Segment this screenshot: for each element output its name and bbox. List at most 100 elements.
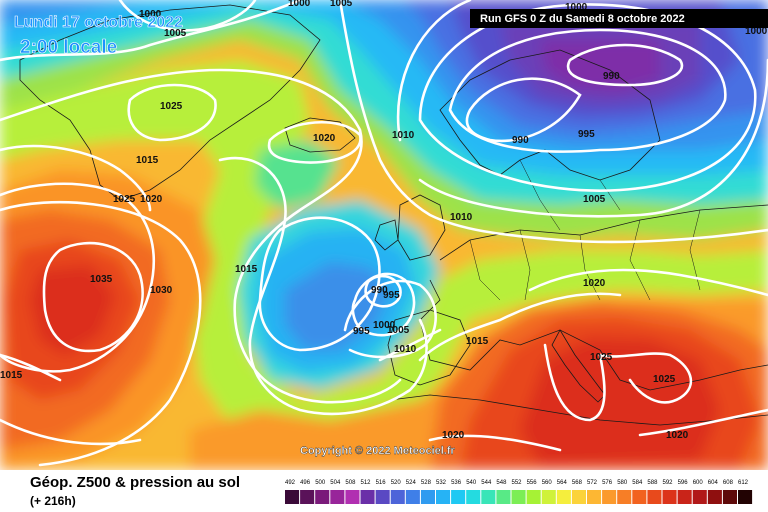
scale-label: 544 [481, 480, 492, 486]
isobar-label: 1025 [113, 194, 136, 205]
isobar-1025-greenland [127, 83, 217, 142]
isobar-label: 1010 [392, 130, 415, 141]
scale-label: 560 [542, 480, 553, 486]
isobar-label: 1000 [288, 0, 311, 9]
scale-swatch [556, 490, 571, 504]
run-header: Run GFS 0 Z du Samedi 8 octobre 2022 [470, 9, 768, 28]
scale-label: 508 [345, 480, 356, 486]
italy-coast [551, 329, 606, 403]
scale-swatch [496, 490, 511, 504]
isobar-label: 1025 [590, 352, 613, 363]
isobar-label: 1015 [466, 336, 489, 347]
isobar-label: 1025 [653, 374, 676, 385]
isobars [0, 0, 768, 465]
isobar-label: 1000 [373, 320, 396, 331]
scale-label: 536 [451, 480, 462, 486]
scale-swatch [345, 490, 360, 504]
isobar-1020-greenland-tail [0, 144, 152, 212]
isobar-1005-trough [258, 216, 381, 352]
isobar-label: 1020 [583, 278, 606, 289]
scale-label: 528 [421, 480, 432, 486]
isobar-label: 1015 [136, 155, 159, 166]
run-title: Run GFS 0 Z du Samedi 8 octobre 2022 [480, 13, 685, 25]
scale-label: 568 [572, 480, 583, 486]
scale-swatch [571, 490, 586, 504]
isobar-label: 1000 [565, 2, 588, 13]
isobar-1005-atlantic [0, 0, 302, 62]
isobar-1000-iberia [351, 272, 416, 337]
scale-label: 548 [496, 480, 507, 486]
color-scale: 492 496 500 504 508 512 516 520 524 528 532 536 540 5… [285, 480, 753, 504]
isobar-1025-med-west [543, 343, 606, 422]
isobar-label: 1030 [150, 285, 173, 296]
scale-swatch [526, 490, 541, 504]
isobar-1010-trough [218, 156, 428, 416]
isobar-1020-south [428, 408, 768, 452]
scale-swatch [420, 490, 435, 504]
isobar-1015-mid [0, 68, 402, 404]
isobar-1020-iceland [267, 120, 362, 164]
scale-swatch [451, 490, 466, 504]
scale-swatch [587, 490, 602, 504]
isobar-label: 1005 [583, 194, 606, 205]
scale-swatch [315, 490, 330, 504]
isobar-1015-europe [418, 292, 622, 362]
iceland-coast [284, 117, 356, 153]
scale-label: 540 [466, 480, 477, 486]
scale-label: 500 [315, 480, 326, 486]
isobar-1010-iberia [378, 328, 442, 362]
scale-swatch [511, 490, 526, 504]
isobar-label: 1005 [387, 325, 410, 336]
scale-swatch [285, 490, 300, 504]
isobar-label: 1015 [235, 264, 258, 275]
scale-swatch [692, 490, 707, 504]
scale-label: 492 [285, 480, 296, 486]
british-isles [374, 194, 446, 261]
scale-swatch [405, 490, 420, 504]
scale-label: 584 [632, 480, 643, 486]
isobar-995-north [448, 28, 727, 153]
isobar-1035-high [42, 241, 144, 353]
africa-coast [389, 394, 768, 426]
isobar-label: 1035 [90, 274, 113, 285]
isobar-label: 1020 [666, 430, 689, 441]
scale-swatch [722, 490, 737, 504]
scale-swatch [707, 490, 722, 504]
isobar-label: 1020 [140, 194, 163, 205]
scale-label: 612 [738, 480, 749, 486]
scale-label: 496 [300, 480, 311, 486]
scale-label: 520 [391, 480, 402, 486]
scale-label: 604 [708, 480, 719, 486]
isobar-label: 1020 [442, 430, 465, 441]
isobar-1025-med-east [598, 352, 693, 404]
isobar-1025-west [0, 182, 156, 373]
isobar-1010-north [338, 0, 768, 244]
scale-label: 524 [406, 480, 417, 486]
isobar-label: 1010 [450, 212, 473, 223]
scale-swatch [677, 490, 692, 504]
isobar-label: 990 [371, 285, 388, 296]
scale-swatch [330, 490, 345, 504]
scale-label: 576 [602, 480, 613, 486]
scale-swatch [375, 490, 390, 504]
isobar-label: 1010 [394, 344, 417, 355]
isobar-label: 1005 [330, 0, 353, 9]
scale-swatch [738, 490, 753, 504]
scale-label: 572 [587, 480, 598, 486]
isobar-1015-west-south [0, 353, 142, 446]
valid-date: Lundi 17 octobre 2022 [14, 14, 183, 31]
run-header-background [470, 9, 768, 28]
scale-swatch [632, 490, 647, 504]
isobar-label: 1000 [745, 26, 768, 37]
isobar-label: 1000 [139, 9, 162, 20]
scandinavia-coast [439, 49, 661, 181]
scale-swatch [300, 490, 315, 504]
isobar-label: 995 [353, 326, 370, 337]
isobar-label: 995 [578, 129, 595, 140]
scale-label: 588 [647, 480, 658, 486]
scale-label: 600 [693, 480, 704, 486]
scale-label: 532 [436, 480, 447, 486]
scale-label: 596 [678, 480, 689, 486]
legend-bar: Géop. Z500 & pression au sol (+ 216h) 49… [0, 470, 768, 512]
